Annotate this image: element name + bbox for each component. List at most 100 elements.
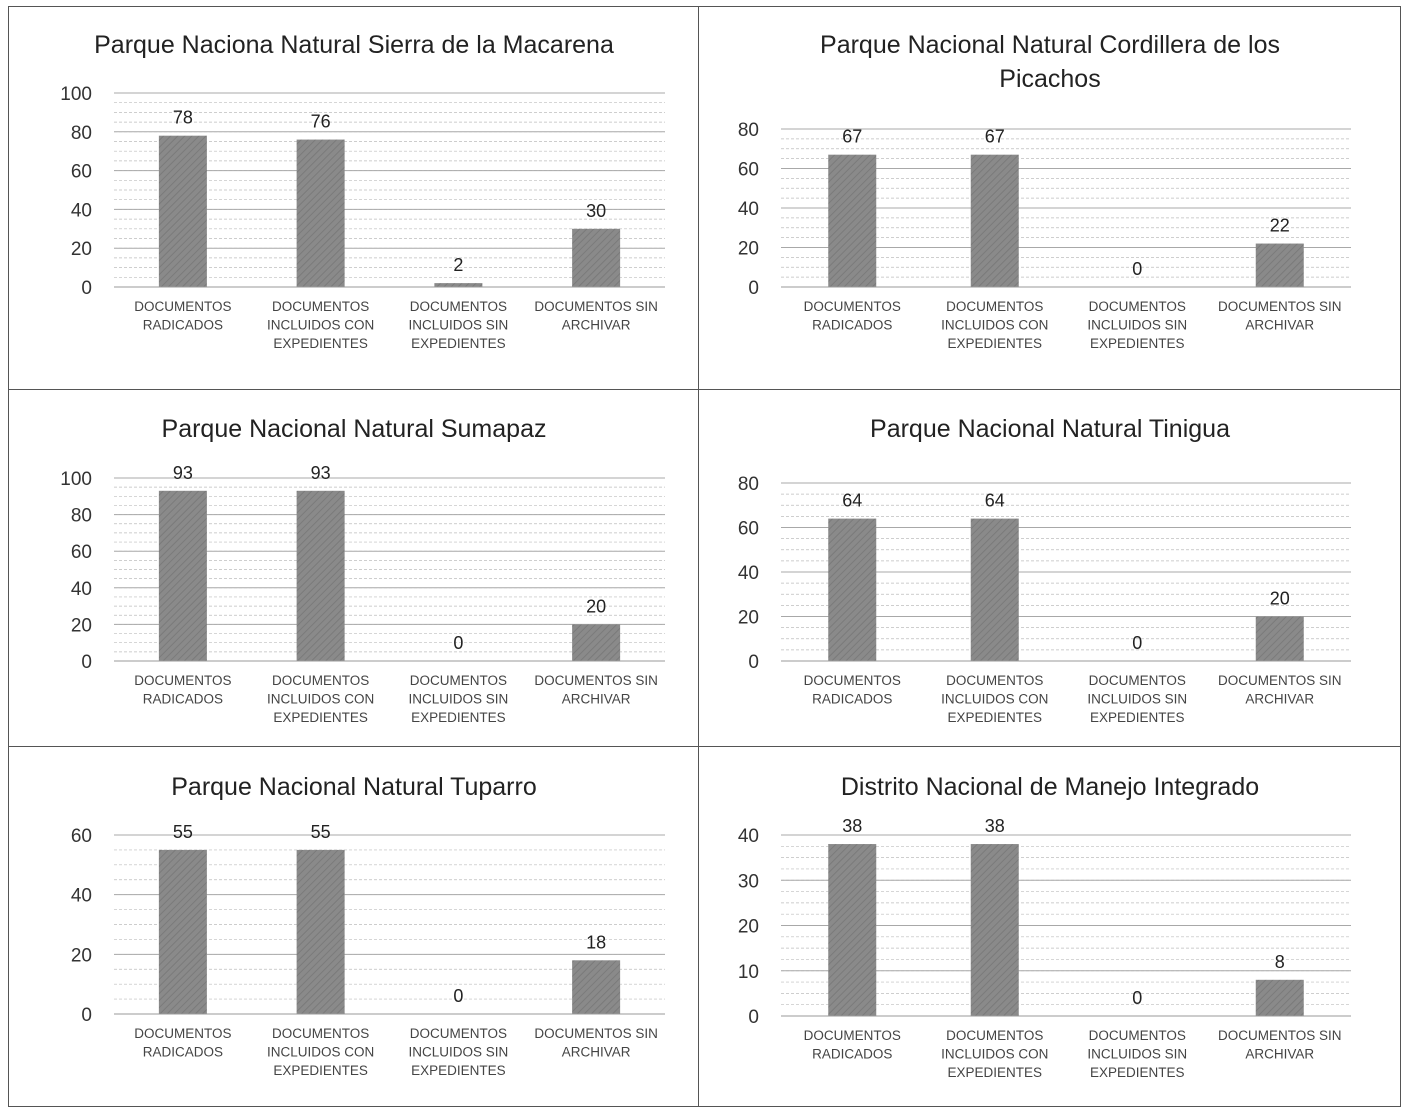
y-tick-label: 80: [738, 120, 759, 141]
bar: [1255, 616, 1304, 661]
x-category-label: DOCUMENTOS INCLUIDOS CON EXPEDIENTES: [267, 299, 374, 351]
chart-title: Parque Nacional Natural Sumapaz: [162, 415, 547, 443]
y-tick-label: 80: [738, 474, 759, 495]
y-tick-label: 100: [60, 469, 92, 490]
chart-grid: Parque Naciona Natural Sierra de la Maca…: [8, 6, 1401, 1107]
x-category-label: DOCUMENTOS INCLUIDOS CON EXPEDIENTES: [941, 673, 1048, 725]
bar: [970, 844, 1019, 1016]
x-category-label: DOCUMENTOS INCLUIDOS SIN EXPEDIENTES: [1087, 299, 1187, 351]
data-label: 93: [173, 463, 193, 483]
y-tick-label: 100: [60, 84, 92, 105]
x-category-label: DOCUMENTOS RADICADOS: [134, 299, 231, 333]
x-category-label: DOCUMENTOS INCLUIDOS SIN EXPEDIENTES: [1087, 673, 1187, 725]
bar: [572, 624, 621, 661]
chart-title: Parque Naciona Natural Sierra de la Maca…: [94, 31, 614, 59]
bar: [572, 228, 621, 287]
y-tick-label: 60: [738, 160, 759, 181]
bar: [296, 139, 345, 287]
y-tick-label: 0: [748, 1007, 759, 1028]
data-label: 0: [1132, 988, 1142, 1008]
y-tick-label: 30: [738, 871, 759, 892]
x-category-label: DOCUMENTOS RADICADOS: [804, 1028, 901, 1062]
x-category-label: DOCUMENTOS INCLUIDOS SIN EXPEDIENTES: [1087, 1028, 1187, 1080]
y-tick-label: 20: [738, 608, 759, 629]
data-label: 78: [173, 108, 193, 128]
x-category-label: DOCUMENTOS SIN ARCHIVAR: [1218, 1028, 1342, 1062]
y-tick-label: 20: [71, 615, 92, 636]
data-label: 64: [985, 491, 1005, 511]
x-category-label: DOCUMENTOS SIN ARCHIVAR: [1218, 673, 1342, 707]
x-category-label: DOCUMENTOS RADICADOS: [804, 673, 901, 707]
data-label: 30: [586, 201, 606, 221]
x-category-label: DOCUMENTOS INCLUIDOS SIN EXPEDIENTES: [408, 673, 508, 725]
bar-chart: Parque Nacional Natural Cordillera de lo…: [738, 31, 1351, 351]
chart-title: Distrito Nacional de Manejo Integrado: [841, 773, 1259, 801]
x-category-label: DOCUMENTOS SIN ARCHIVAR: [1218, 299, 1342, 333]
data-label: 20: [1270, 589, 1290, 609]
data-label: 0: [1132, 259, 1142, 279]
bar-chart: Parque Nacional Natural Tuparro 0 20 40 60 55…: [71, 773, 665, 1078]
x-category-label: DOCUMENTOS INCLUIDOS CON EXPEDIENTES: [941, 1028, 1048, 1080]
x-category-label: DOCUMENTOS INCLUIDOS SIN EXPEDIENTES: [408, 299, 508, 351]
data-label: 0: [1132, 633, 1142, 653]
bar-chart: Parque Naciona Natural Sierra de la Maca…: [60, 31, 665, 351]
y-tick-label: 0: [81, 278, 92, 299]
bar-chart: Parque Nacional Natural Sumapaz 0 20 40 60 80…: [60, 415, 665, 725]
x-category-label: DOCUMENTOS SIN ARCHIVAR: [534, 673, 658, 707]
y-tick-label: 20: [71, 239, 92, 260]
y-tick-label: 0: [748, 652, 759, 673]
data-label: 18: [586, 932, 606, 952]
bar: [296, 849, 345, 1014]
bar: [828, 154, 877, 287]
y-tick-label: 80: [71, 123, 92, 144]
data-label: 76: [311, 112, 331, 132]
data-label: 38: [985, 816, 1005, 836]
data-label: 8: [1275, 952, 1285, 972]
y-tick-label: 40: [71, 579, 92, 600]
y-tick-label: 40: [738, 199, 759, 220]
x-category-label: DOCUMENTOS INCLUIDOS CON EXPEDIENTES: [267, 1026, 374, 1078]
data-label: 20: [586, 596, 606, 616]
bar: [970, 154, 1019, 287]
bar: [158, 490, 207, 661]
bar-chart: Distrito Nacional de Manejo Integrado 0 10…: [738, 773, 1351, 1080]
data-label: 67: [985, 127, 1005, 147]
data-label: 55: [173, 822, 193, 842]
chart-panel: Parque Nacional Natural Sumapaz 0 20 40 60 80…: [9, 390, 699, 747]
data-label: 22: [1270, 216, 1290, 236]
chart-title: Parque Nacional Natural Tinigua: [870, 415, 1230, 443]
bar: [1255, 243, 1304, 287]
y-tick-label: 40: [71, 200, 92, 221]
y-tick-label: 60: [71, 542, 92, 563]
bar-chart: Parque Nacional Natural Tinigua 0 20 40 60 80…: [738, 415, 1351, 725]
y-tick-label: 40: [738, 826, 759, 847]
bar: [970, 518, 1019, 661]
x-category-label: DOCUMENTOS SIN ARCHIVAR: [534, 1026, 658, 1060]
bar: [434, 283, 483, 287]
data-label: 0: [453, 633, 463, 653]
chart-panel: Parque Nacional Natural Tuparro 0 20 40 60 55…: [9, 747, 699, 1107]
bar: [296, 490, 345, 661]
y-tick-label: 20: [738, 917, 759, 938]
y-tick-label: 60: [738, 519, 759, 540]
chart-panel: Parque Nacional Natural Cordillera de lo…: [699, 7, 1401, 390]
chart-title: Picachos: [999, 65, 1100, 93]
bar: [828, 844, 877, 1016]
data-label: 55: [311, 822, 331, 842]
data-label: 64: [842, 491, 862, 511]
x-category-label: DOCUMENTOS INCLUIDOS CON EXPEDIENTES: [267, 673, 374, 725]
y-tick-label: 0: [81, 652, 92, 673]
y-tick-label: 0: [81, 1005, 92, 1026]
chart-panel: Distrito Nacional de Manejo Integrado 0 10…: [699, 747, 1401, 1107]
y-tick-label: 60: [71, 826, 92, 847]
y-tick-label: 20: [738, 239, 759, 260]
y-tick-label: 60: [71, 162, 92, 183]
chart-panel: Parque Nacional Natural Tinigua 0 20 40 60 80…: [699, 390, 1401, 747]
data-label: 0: [453, 986, 463, 1006]
bar: [158, 849, 207, 1014]
y-tick-label: 10: [738, 962, 759, 983]
x-category-label: DOCUMENTOS SIN ARCHIVAR: [534, 299, 658, 333]
data-label: 67: [842, 127, 862, 147]
x-category-label: DOCUMENTOS RADICADOS: [134, 673, 231, 707]
chart-panel: Parque Naciona Natural Sierra de la Maca…: [9, 7, 699, 390]
